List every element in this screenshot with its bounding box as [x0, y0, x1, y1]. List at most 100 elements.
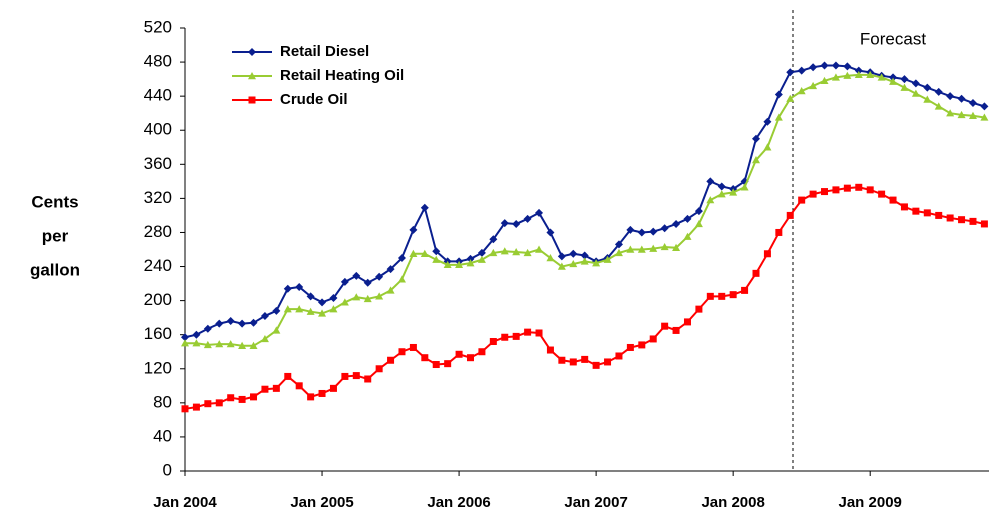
marker — [340, 277, 349, 286]
marker — [455, 350, 463, 358]
marker — [283, 284, 292, 293]
marker — [478, 348, 486, 356]
marker — [592, 259, 601, 267]
marker — [831, 61, 840, 70]
marker — [284, 372, 292, 380]
marker — [980, 220, 988, 228]
marker — [580, 257, 589, 265]
marker — [661, 322, 669, 330]
marker — [614, 240, 623, 249]
marker — [500, 219, 509, 228]
marker — [203, 324, 212, 333]
marker — [249, 318, 258, 327]
x-tick-label: Jan 2009 — [839, 494, 902, 511]
marker — [455, 260, 464, 269]
marker — [900, 75, 909, 84]
marker — [695, 305, 703, 313]
marker — [557, 252, 566, 261]
y-tick-label: 120 — [144, 358, 172, 377]
marker — [843, 184, 851, 192]
marker — [181, 405, 189, 413]
marker — [843, 62, 852, 71]
marker — [706, 292, 714, 300]
marker — [261, 385, 269, 393]
marker — [363, 294, 372, 303]
marker — [272, 306, 281, 315]
x-tick-label: Jan 2006 — [427, 494, 490, 511]
marker — [958, 216, 966, 224]
marker — [694, 219, 703, 228]
marker — [546, 346, 554, 354]
marker — [295, 305, 304, 313]
marker — [900, 203, 908, 211]
marker — [580, 251, 589, 260]
marker — [432, 247, 441, 256]
marker — [763, 143, 772, 151]
marker — [420, 203, 429, 212]
marker — [215, 319, 224, 328]
marker — [409, 225, 418, 234]
marker — [443, 260, 452, 269]
marker — [946, 214, 954, 222]
marker — [878, 190, 886, 198]
marker — [763, 250, 771, 258]
marker — [306, 292, 315, 301]
marker — [741, 286, 749, 294]
marker — [432, 255, 441, 263]
marker — [683, 214, 692, 223]
marker — [215, 399, 223, 407]
marker — [500, 247, 509, 255]
series-line — [185, 73, 985, 347]
y-tick-label: 440 — [144, 86, 172, 105]
marker — [820, 76, 829, 85]
marker — [752, 156, 760, 164]
y-tick-label: 520 — [144, 17, 172, 36]
marker — [786, 68, 795, 77]
marker — [934, 87, 943, 96]
marker — [512, 248, 521, 256]
marker — [786, 211, 794, 219]
marker — [238, 395, 246, 403]
marker — [501, 333, 509, 341]
marker — [946, 109, 955, 117]
marker — [375, 272, 384, 281]
x-tick-label: Jan 2007 — [564, 494, 627, 511]
y-tick-label: 200 — [144, 290, 172, 309]
marker — [397, 254, 406, 263]
marker — [866, 186, 874, 194]
marker — [569, 259, 578, 268]
marker — [238, 341, 247, 349]
marker — [557, 262, 566, 270]
x-tick-label: Jan 2005 — [290, 494, 353, 511]
y-tick-label: 160 — [144, 324, 172, 343]
marker — [775, 228, 783, 236]
marker — [421, 354, 429, 362]
marker — [364, 375, 372, 383]
marker — [889, 77, 898, 85]
marker — [729, 188, 738, 196]
marker — [889, 73, 898, 82]
marker — [969, 217, 977, 225]
marker — [467, 354, 474, 362]
marker — [204, 400, 212, 408]
marker — [489, 248, 498, 257]
marker — [706, 177, 715, 186]
y-axis-label: Cents per gallon — [30, 192, 80, 279]
marker — [329, 294, 338, 303]
marker — [957, 110, 966, 119]
marker — [855, 183, 863, 191]
marker — [352, 271, 361, 280]
marker — [923, 83, 932, 92]
marker — [866, 70, 875, 79]
marker — [877, 73, 886, 81]
marker — [660, 224, 669, 233]
marker — [192, 339, 201, 347]
marker — [203, 340, 212, 349]
marker — [717, 182, 726, 191]
marker — [546, 254, 555, 262]
marker — [637, 245, 646, 253]
marker — [340, 298, 349, 306]
marker — [227, 394, 235, 402]
marker — [306, 307, 315, 315]
marker — [523, 214, 532, 223]
